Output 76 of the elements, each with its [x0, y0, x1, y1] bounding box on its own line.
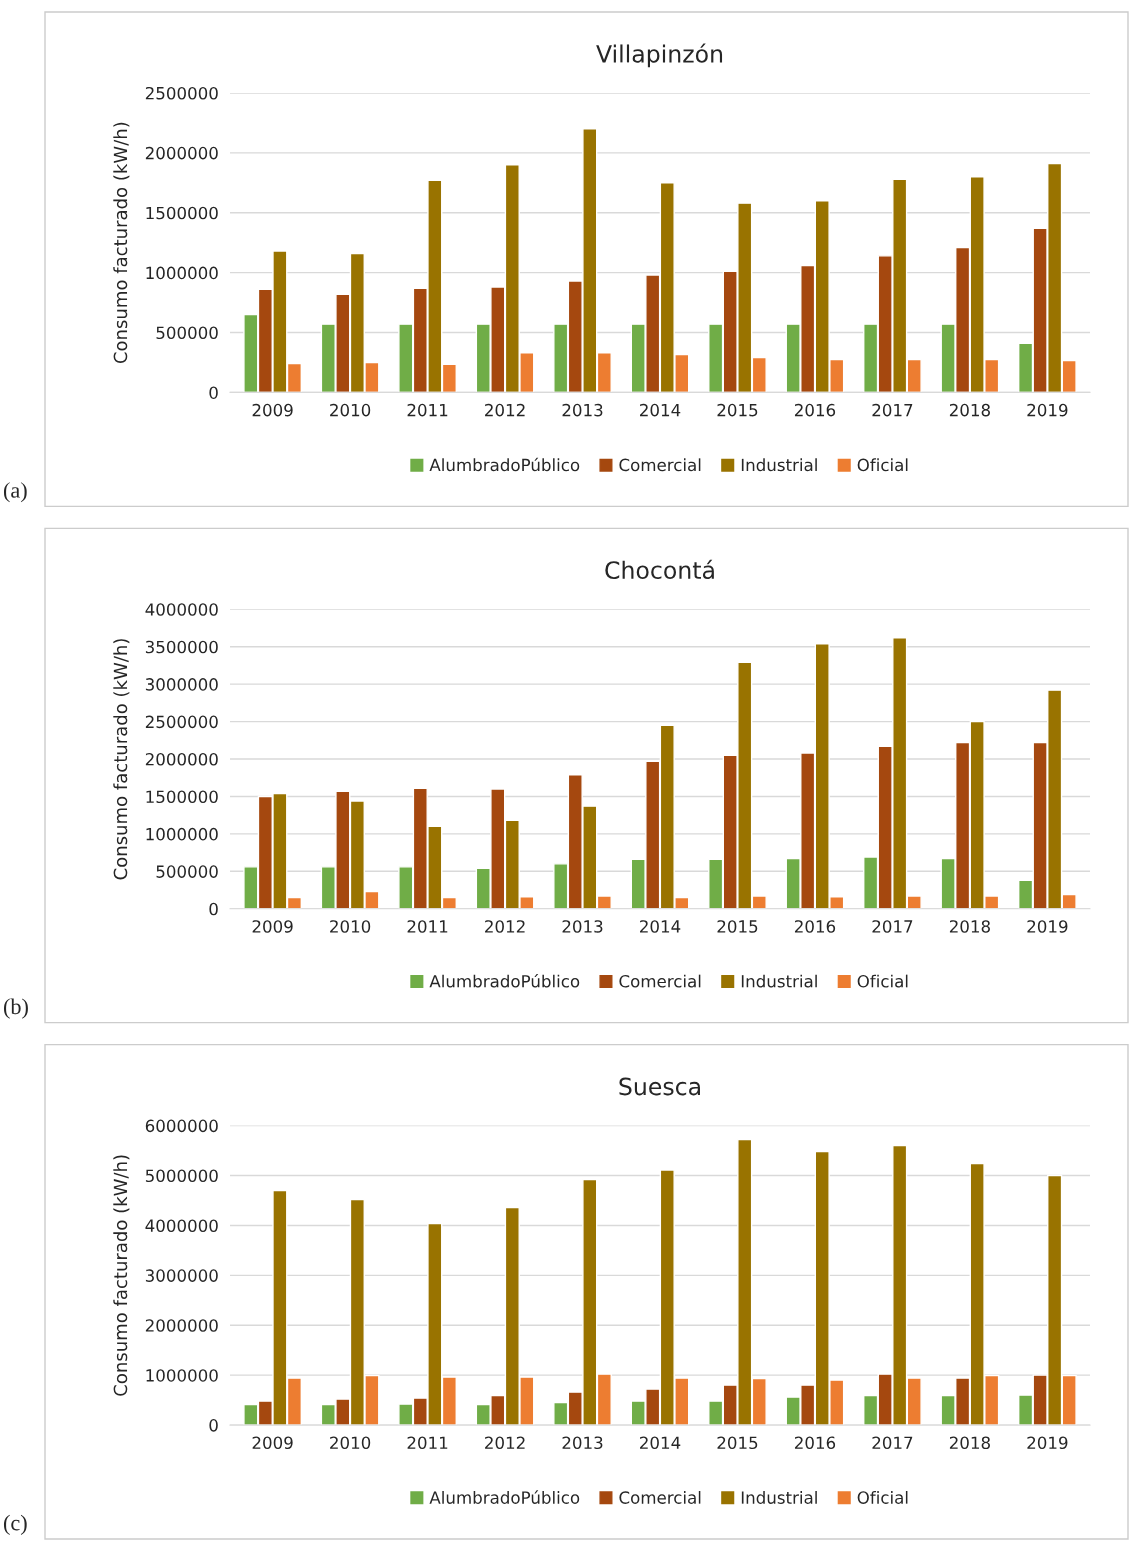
- legend-label: Industrial: [741, 458, 817, 472]
- x-tick-label: 2015: [717, 403, 758, 417]
- x-tick-label: 2011: [407, 920, 448, 933]
- x-tick-label: 2012: [485, 403, 525, 417]
- y-tick-label: 1000000: [146, 1369, 218, 1382]
- y-tick-label: 0: [209, 902, 218, 916]
- x-tick-label: 2018: [949, 920, 990, 933]
- y-tick-label: 2000000: [145, 752, 218, 766]
- x-tick-label: 2017: [872, 1436, 913, 1450]
- x-tick-label: 2013: [562, 920, 603, 933]
- x-tick-label: 2019: [1027, 1436, 1068, 1450]
- y-tick-label: 2500000: [145, 715, 218, 729]
- y-tick-label: 4000000: [145, 603, 218, 616]
- y-tick-label: 2000000: [145, 146, 218, 160]
- text: (b): [3, 998, 28, 1019]
- chart-title: Chocontá: [605, 559, 714, 580]
- x-tick-label: 2010: [330, 1436, 371, 1450]
- legend-label: Comercial: [619, 458, 701, 472]
- legend-label: Oficial: [857, 458, 908, 472]
- x-tick-label: 2019: [1027, 920, 1068, 933]
- chart-title: Suesca: [619, 1077, 700, 1096]
- x-tick-label: 2011: [407, 1436, 448, 1450]
- x-tick-label: 2014: [640, 403, 681, 417]
- x-tick-label: 2013: [562, 403, 603, 417]
- x-tick-label: 2014: [640, 920, 681, 933]
- legend-label: AlumbradoPúblico: [429, 973, 580, 988]
- text: (a): [3, 482, 27, 503]
- legend-label: Industrial: [741, 1490, 817, 1504]
- legend-label: Oficial: [857, 1490, 908, 1504]
- y-tick-label: 0: [209, 386, 218, 399]
- x-tick-label: 2010: [330, 403, 371, 417]
- chart-title: Villapinzón: [596, 43, 723, 68]
- x-tick-label: 2013: [562, 1436, 603, 1450]
- x-tick-label: 2019: [1027, 403, 1068, 417]
- x-tick-label: 2016: [794, 920, 836, 933]
- x-tick-label: 2015: [717, 1436, 758, 1450]
- x-tick-label: 2010: [330, 920, 371, 933]
- legend-label: Comercial: [619, 1490, 701, 1504]
- y-tick-label: 2500000: [145, 86, 218, 100]
- y-tick-label: 6000000: [145, 1119, 218, 1133]
- x-tick-label: 2018: [949, 1436, 990, 1450]
- y-tick-label: 4000000: [145, 1219, 218, 1232]
- y-axis-title: Consumo facturado (kW/h): [113, 1155, 130, 1396]
- y-tick-label: 0: [209, 1419, 218, 1432]
- y-tick-label: 3000000: [145, 1269, 218, 1282]
- text: (c): [3, 1514, 27, 1535]
- y-tick-label: 1500000: [146, 206, 218, 220]
- x-tick-label: 2017: [872, 403, 913, 417]
- legend-label: Industrial: [741, 974, 817, 988]
- x-tick-label: 2009: [252, 403, 293, 417]
- y-tick-label: 1000000: [146, 266, 218, 280]
- x-tick-label: 2014: [640, 1436, 681, 1450]
- x-tick-label: 2009: [252, 920, 293, 933]
- y-tick-label: 3000000: [145, 678, 218, 691]
- x-tick-label: 2016: [794, 403, 836, 417]
- x-tick-label: 2009: [252, 1436, 293, 1450]
- legend-label: Comercial: [619, 974, 701, 988]
- y-axis-title: Consumo facturado (kW/h): [113, 122, 130, 364]
- x-tick-label: 2012: [485, 920, 525, 933]
- x-tick-label: 2018: [949, 403, 990, 417]
- y-tick-label: 500000: [156, 865, 218, 878]
- legend-label: AlumbradoPúblico: [429, 457, 580, 472]
- legend-label: Oficial: [857, 974, 908, 988]
- x-tick-label: 2015: [717, 920, 758, 933]
- x-tick-label: 2012: [485, 1436, 525, 1450]
- y-tick-label: 500000: [156, 326, 218, 340]
- y-tick-label: 1500000: [146, 790, 218, 804]
- x-tick-label: 2017: [872, 920, 913, 933]
- y-axis-title: Consumo facturado (kW/h): [113, 639, 130, 880]
- legend-label: AlumbradoPúblico: [429, 1490, 580, 1504]
- y-tick-label: 1000000: [146, 827, 218, 841]
- x-tick-label: 2011: [407, 403, 448, 417]
- y-tick-label: 2000000: [145, 1319, 218, 1332]
- y-tick-label: 3500000: [145, 640, 218, 654]
- x-tick-label: 2016: [794, 1436, 836, 1450]
- y-tick-label: 5000000: [145, 1169, 218, 1183]
